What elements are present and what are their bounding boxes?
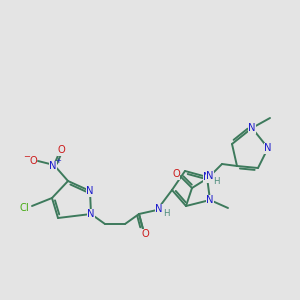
Text: N: N [155, 204, 163, 214]
Text: O: O [141, 229, 149, 239]
Text: N: N [206, 195, 214, 205]
Text: N: N [49, 161, 57, 171]
Text: O: O [29, 156, 37, 166]
Text: N: N [86, 186, 94, 196]
Text: N: N [206, 171, 214, 181]
Text: H: H [163, 209, 169, 218]
Text: H: H [213, 176, 219, 185]
Text: N: N [248, 123, 256, 133]
Text: O: O [57, 145, 65, 155]
Text: N: N [264, 143, 272, 153]
Text: O: O [172, 169, 180, 179]
Text: −: − [23, 152, 31, 161]
Text: +: + [55, 158, 61, 164]
Text: Cl: Cl [19, 203, 29, 213]
Text: N: N [203, 172, 211, 182]
Text: N: N [87, 209, 95, 219]
